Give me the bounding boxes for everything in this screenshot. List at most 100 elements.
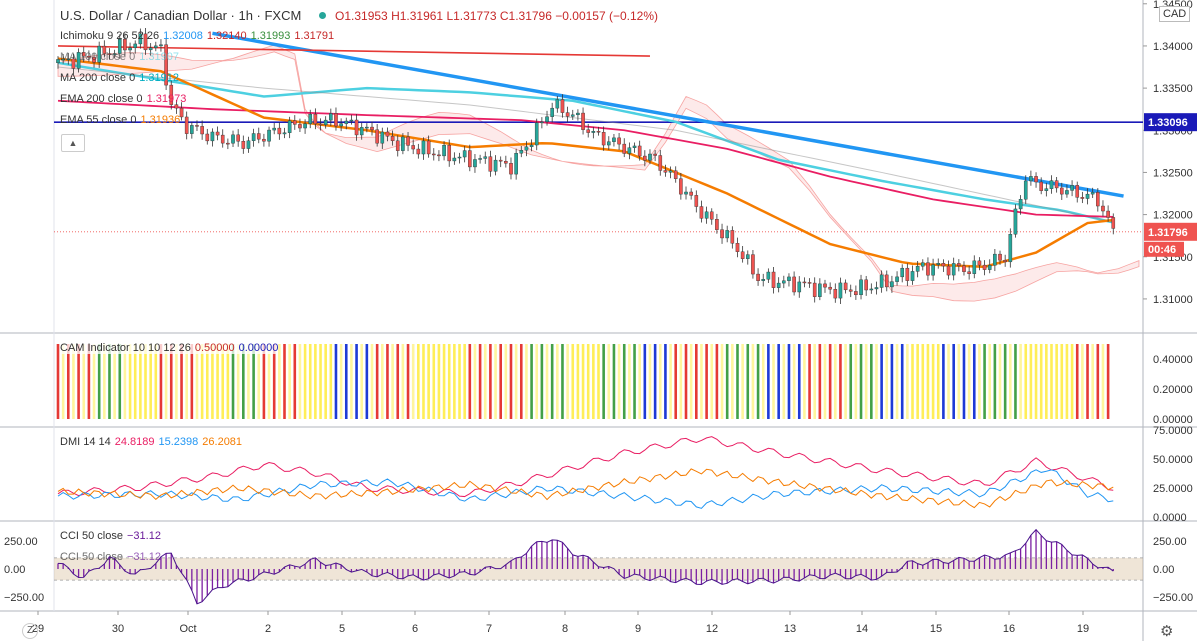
- candle-body: [550, 107, 554, 117]
- candle-body: [787, 276, 791, 281]
- candle-body: [782, 280, 786, 284]
- cam-bar: [803, 344, 806, 419]
- cam-bar: [808, 344, 811, 419]
- candle-body: [87, 55, 91, 58]
- candle-body: [900, 267, 905, 278]
- candle-body: [56, 59, 60, 64]
- cam-bar: [720, 344, 724, 419]
- cam-bar: [689, 344, 693, 419]
- symbol-title[interactable]: U.S. Dollar / Canadian Dollar · 1h · FXC…: [60, 8, 302, 23]
- cam-bar: [514, 344, 518, 419]
- candle-body: [951, 263, 956, 276]
- candle-body: [117, 38, 122, 54]
- cam-bar: [818, 344, 822, 419]
- legend-cam[interactable]: CAM Indicator 10 10 12 26 0.50000 0.00000: [60, 342, 279, 354]
- candle-body: [169, 84, 174, 105]
- cam-bar: [411, 344, 415, 419]
- cam-bar: [1081, 344, 1084, 419]
- candle-body: [921, 262, 925, 267]
- price-tick-label: 1.32000: [1153, 210, 1193, 222]
- currency-badge[interactable]: CAD: [1159, 6, 1191, 22]
- candle-body: [612, 137, 616, 142]
- cam-bar: [890, 344, 894, 419]
- candle-body: [797, 281, 802, 293]
- cam-bar: [756, 344, 760, 419]
- candle-body: [833, 289, 838, 299]
- legend-dmi[interactable]: DMI 14 14 24.8189 15.2398 26.2081: [60, 436, 243, 448]
- cam-bar: [113, 344, 116, 419]
- cam-bar: [813, 344, 816, 419]
- cam-bar: [566, 344, 569, 419]
- legend-ema55[interactable]: EMA 55 close 0 1.31936: [60, 114, 181, 126]
- cam-bar: [499, 344, 502, 419]
- legend-ichimoku[interactable]: Ichimoku 9 26 52 26 1.32008 1.32140 1.31993…: [60, 30, 335, 42]
- candle-body: [1044, 188, 1049, 191]
- cam-bar: [422, 344, 425, 419]
- cam-bar: [751, 344, 755, 419]
- candle-body: [123, 38, 127, 51]
- cam-bar: [540, 344, 544, 419]
- cam-bar: [839, 344, 842, 419]
- cam-bar: [252, 344, 255, 419]
- candle-body: [1065, 190, 1069, 195]
- cam-bar: [262, 344, 266, 419]
- cam-bar: [1045, 344, 1048, 419]
- candle-body: [529, 144, 534, 148]
- candle-body: [740, 251, 745, 259]
- price-tick-label: 1.33500: [1153, 83, 1193, 95]
- candle-body: [854, 291, 858, 296]
- gear-icon[interactable]: ⚙: [1160, 623, 1174, 640]
- cam-bar: [731, 344, 734, 419]
- cam-bar: [303, 344, 307, 419]
- cam-bar: [931, 344, 935, 419]
- cam-bar: [854, 344, 858, 419]
- cam-bar: [1086, 344, 1089, 419]
- cam-bar: [643, 344, 647, 419]
- cam-bar: [494, 344, 497, 419]
- cam-bar: [1050, 344, 1053, 419]
- cam-bar: [483, 344, 487, 419]
- cam-bar: [561, 344, 564, 419]
- cam-bar: [571, 344, 575, 419]
- candle-body: [751, 254, 755, 275]
- legend-ma200[interactable]: MA 200 close 0 1.31912: [60, 72, 179, 84]
- cam-bar: [370, 344, 374, 419]
- candle-body: [416, 148, 421, 155]
- cam-bar: [952, 344, 955, 419]
- candle-body: [560, 99, 565, 113]
- cam-bar: [715, 344, 719, 419]
- candle-body: [215, 131, 220, 136]
- time-tick-label: 15: [930, 623, 942, 635]
- cam-bar: [942, 344, 945, 419]
- ohlc-high: H1.31961: [391, 9, 444, 23]
- candle-body: [1034, 176, 1038, 183]
- legend-cci-1[interactable]: CCI 50 close −31.12: [60, 530, 161, 542]
- candle-body: [596, 131, 601, 133]
- cam-bar: [1014, 344, 1017, 419]
- cam-bar: [844, 344, 847, 419]
- candle-body: [426, 140, 431, 155]
- cam-bar: [1039, 344, 1043, 419]
- candle-body: [848, 289, 853, 292]
- cam-bar: [489, 344, 492, 419]
- cam-bar: [710, 344, 714, 419]
- legend-ema200[interactable]: EMA 200 close 0 1.31973: [60, 93, 187, 105]
- collapse-legend-button[interactable]: ▲: [61, 134, 85, 152]
- cam-bar: [344, 344, 348, 419]
- candle-body: [874, 287, 879, 290]
- timezone-button[interactable]: Z: [22, 623, 38, 639]
- candle-body: [102, 45, 107, 54]
- candle-body: [308, 113, 313, 124]
- legend-ma100[interactable]: MA 100 close 0 1.31907: [60, 51, 179, 63]
- cam-bar: [473, 344, 477, 419]
- cam-bar: [1003, 344, 1007, 419]
- cam-bar: [993, 344, 997, 419]
- cam-bar: [556, 344, 559, 419]
- candle-body: [1003, 259, 1007, 263]
- legend-cci-2[interactable]: CCI 50 close −31.12: [60, 551, 161, 563]
- cam-bar: [695, 344, 698, 419]
- candle-body: [1101, 205, 1105, 212]
- cam-bar: [530, 344, 533, 419]
- cam-bar: [365, 344, 369, 419]
- cam-bar: [983, 344, 986, 419]
